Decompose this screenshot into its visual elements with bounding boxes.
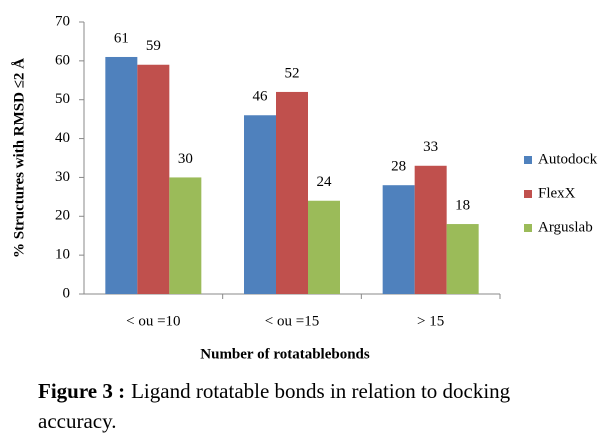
y-tick-label: 60 (55, 52, 70, 68)
y-tick-label: 30 (55, 169, 70, 185)
y-axis-title: % Structures with RMSD ≤2 Å (11, 58, 27, 258)
y-tick-label: 50 (55, 91, 70, 107)
bar (414, 165, 447, 294)
data-label: 52 (285, 65, 300, 81)
caption-label: Figure 3 : (38, 379, 125, 403)
y-tick-label: 0 (63, 285, 71, 301)
legend-swatch (524, 224, 532, 232)
bar (446, 224, 479, 294)
data-label: 61 (114, 30, 129, 46)
data-label: 46 (253, 89, 269, 105)
data-label: 59 (146, 38, 161, 54)
legend-label: Autodock (538, 151, 598, 167)
legend-swatch (524, 190, 532, 198)
y-tick-label: 20 (55, 208, 70, 224)
x-tick-label: > 15 (417, 313, 444, 329)
legend-swatch (524, 156, 532, 164)
bar (276, 91, 308, 294)
bar (382, 185, 415, 294)
data-label: 33 (423, 139, 438, 155)
bar (308, 200, 340, 294)
legend-label: FlexX (538, 185, 576, 201)
y-tick-label: 40 (55, 130, 70, 146)
y-tick-label: 10 (55, 247, 70, 263)
data-label: 24 (317, 174, 333, 190)
data-label: 18 (455, 197, 470, 213)
legend-label: Arguslab (538, 219, 593, 235)
y-tick-label: 70 (55, 13, 70, 29)
data-label: 28 (391, 159, 406, 175)
bar (169, 177, 202, 294)
x-tick-label: < ou =10 (126, 313, 180, 329)
caption: Ligand rotatable bonds in relation to do… (38, 379, 511, 433)
x-tick-label: < ou =15 (265, 313, 319, 329)
data-label: 30 (178, 151, 193, 167)
bar (244, 115, 276, 294)
bar (105, 56, 138, 294)
bar (137, 64, 170, 294)
x-axis-title: Number of rotatablebonds (200, 346, 370, 362)
